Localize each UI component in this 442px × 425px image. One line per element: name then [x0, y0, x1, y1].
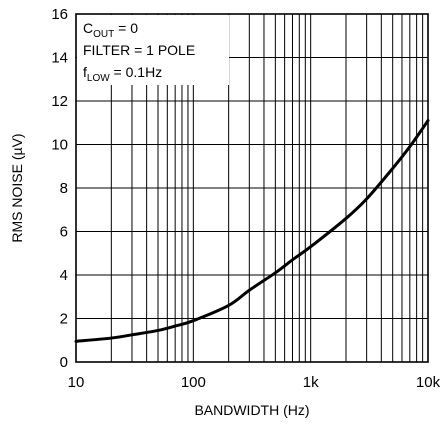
- y-tick-label: 12: [51, 93, 68, 110]
- x-tick-label: 10k: [416, 374, 441, 391]
- annotation-box: COUT = 0 FILTER = 1 POLE fLOW = 0.1Hz: [77, 15, 229, 85]
- x-axis-title: BANDWIDTH (Hz): [194, 402, 309, 418]
- x-tick-label: 10: [68, 374, 85, 391]
- annotation-line: fLOW = 0.1Hz: [83, 64, 162, 84]
- y-tick-label: 4: [60, 267, 68, 284]
- y-tick-label: 8: [60, 180, 68, 197]
- annotation-line: FILTER = 1 POLE: [83, 42, 195, 58]
- y-tick-labels: 0 2 4 6 8 10 12 14 16: [51, 6, 68, 371]
- x-tick-label: 100: [181, 374, 206, 391]
- x-tick-label: 1k: [303, 374, 319, 391]
- x-tick-labels: 10 100 1k 10k: [68, 374, 441, 391]
- plot-frame: [75, 13, 429, 363]
- annotation-background: [77, 15, 229, 85]
- y-tick-label: 2: [60, 311, 68, 328]
- series-line: [74, 119, 430, 343]
- series-layer: [74, 119, 430, 343]
- y-tick-label: 10: [51, 137, 68, 154]
- y-tick-label: 16: [51, 6, 68, 23]
- y-axis-title: RMS NOISE (µV): [9, 133, 25, 242]
- y-tick-label: 14: [51, 50, 68, 67]
- annotation-line: COUT = 0: [83, 20, 138, 40]
- y-tick-label: 0: [60, 354, 68, 371]
- y-tick-label: 6: [60, 224, 68, 241]
